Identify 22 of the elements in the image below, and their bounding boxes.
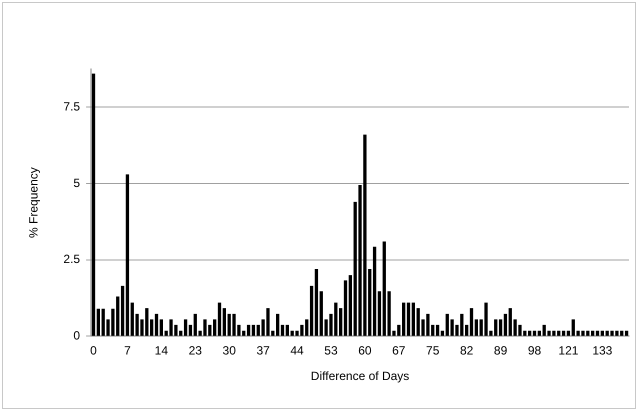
x-tick-label: 0 [90,344,98,358]
x-tick-label: 75 [426,344,440,358]
x-tick-label: 7 [124,344,132,358]
x-tick-label: 37 [256,344,270,358]
x-tick-label: 89 [494,344,508,358]
y-tick-label: 2.5 [63,252,80,266]
x-tick-label: 53 [324,344,338,358]
x-tick-label: 82 [460,344,474,358]
y-axis-title: % Frequency [26,167,41,238]
y-tick-label: 0 [73,328,80,343]
x-tick-label: 30 [222,344,236,358]
x-tick-label: 44 [290,344,304,358]
x-tick-label: 14 [154,344,168,358]
x-tick-label: 121 [558,344,579,358]
x-tick-label: 23 [188,344,202,358]
x-axis-title: Difference of Days [310,369,410,384]
y-tick-label: 7.5 [63,99,80,114]
y-tick-label: 5 [73,176,80,190]
x-tick-label: 98 [528,344,542,358]
x-tick-label: 60 [358,344,372,358]
x-tick-label: 67 [392,344,406,358]
x-tick-label: 133 [592,344,613,358]
